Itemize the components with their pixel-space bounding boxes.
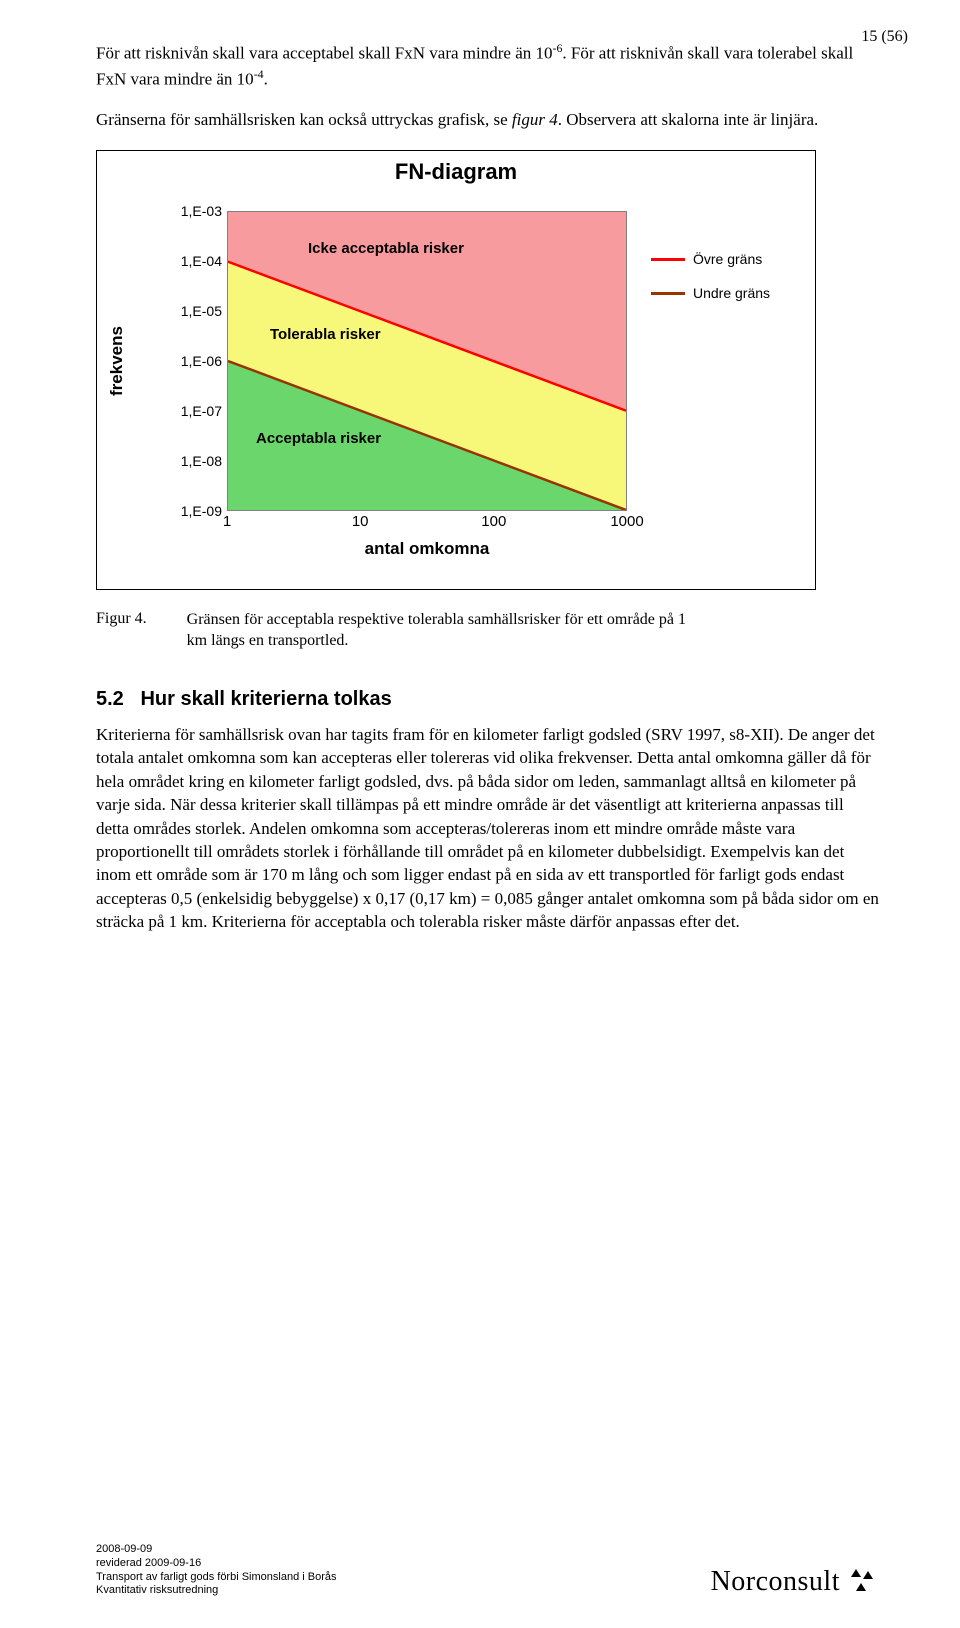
company-logo: Norconsult bbox=[711, 1566, 880, 1598]
footer-metadata: 2008-09-09 reviderad 2009-09-16 Transpor… bbox=[96, 1543, 336, 1598]
section-heading: 5.2 Hur skall kriterierna tolkas bbox=[96, 688, 880, 711]
x-tick: 1 bbox=[223, 513, 231, 530]
legend-label: Övre gräns bbox=[693, 251, 762, 267]
y-tick: 1,E-05 bbox=[181, 303, 222, 319]
legend-label: Undre gräns bbox=[693, 285, 770, 301]
y-tick: 1,E-04 bbox=[181, 253, 222, 269]
x-axis-ticks: 1101001000 bbox=[227, 513, 627, 533]
section-number: 5.2 bbox=[96, 688, 124, 710]
region-label-bot: Acceptabla risker bbox=[256, 430, 381, 447]
intro-paragraph-1: För att risknivån skall vara acceptabel … bbox=[96, 40, 880, 91]
footer-revised: reviderad 2009-09-16 bbox=[96, 1557, 336, 1571]
figure-ref: figur 4 bbox=[512, 110, 558, 129]
chart-plot-area: Icke acceptabla risker Tolerabla risker … bbox=[227, 211, 627, 511]
section-body: Kriterierna för samhällsrisk ovan har ta… bbox=[96, 723, 880, 934]
y-tick: 1,E-07 bbox=[181, 403, 222, 419]
footer-title: Transport av farligt gods förbi Simonsla… bbox=[96, 1571, 336, 1585]
fn-diagram-chart: FN-diagram frekvens 1,E-03 1,E-04 1,E-05 1,… bbox=[96, 150, 816, 590]
figure-caption-text: Gränsen för acceptabla respektive tolera… bbox=[187, 610, 707, 652]
legend-item: Undre gräns bbox=[651, 285, 801, 301]
intro-exp1: -6 bbox=[553, 41, 563, 55]
intro-paragraph-2: Gränserna för samhällsrisken kan också u… bbox=[96, 109, 880, 132]
legend-swatch bbox=[651, 292, 685, 295]
footer-date: 2008-09-09 bbox=[96, 1543, 336, 1557]
y-axis-label: frekvens bbox=[107, 326, 127, 396]
legend-swatch bbox=[651, 258, 685, 261]
y-tick: 1,E-03 bbox=[181, 203, 222, 219]
section-title: Hur skall kriterierna tolkas bbox=[140, 688, 391, 710]
intro-exp2: -4 bbox=[254, 67, 264, 81]
y-tick: 1,E-08 bbox=[181, 453, 222, 469]
x-tick: 100 bbox=[481, 513, 506, 530]
y-tick: 1,E-09 bbox=[181, 503, 222, 519]
intro-1a: För att risknivån skall vara acceptabel … bbox=[96, 44, 553, 63]
y-axis-ticks: 1,E-031,E-041,E-051,E-061,E-071,E-081,E-… bbox=[157, 211, 222, 511]
region-label-mid: Tolerabla risker bbox=[270, 326, 381, 343]
logo-icon bbox=[848, 1567, 880, 1597]
chart-title: FN-diagram bbox=[97, 159, 815, 185]
footer-subtitle: Kvantitativ risksutredning bbox=[96, 1584, 336, 1598]
page-number: 15 (56) bbox=[861, 28, 908, 46]
company-name: Norconsult bbox=[711, 1566, 840, 1598]
y-tick: 1,E-06 bbox=[181, 353, 222, 369]
intro-2a: Gränserna för samhällsrisken kan också u… bbox=[96, 110, 512, 129]
intro-2b: . Observera att skalorna inte är linjära… bbox=[558, 110, 819, 129]
x-axis-label: antal omkomna bbox=[227, 539, 627, 559]
legend-item: Övre gräns bbox=[651, 251, 801, 267]
figure-caption-label: Figur 4. bbox=[96, 610, 147, 652]
region-label-top: Icke acceptabla risker bbox=[308, 240, 464, 257]
chart-legend: Övre gräns Undre gräns bbox=[651, 251, 801, 319]
page-footer: 2008-09-09 reviderad 2009-09-16 Transpor… bbox=[96, 1543, 880, 1598]
x-tick: 10 bbox=[352, 513, 369, 530]
figure-caption: Figur 4. Gränsen för acceptabla respekti… bbox=[96, 610, 880, 652]
x-tick: 1000 bbox=[610, 513, 643, 530]
intro-1end: . bbox=[264, 69, 268, 88]
